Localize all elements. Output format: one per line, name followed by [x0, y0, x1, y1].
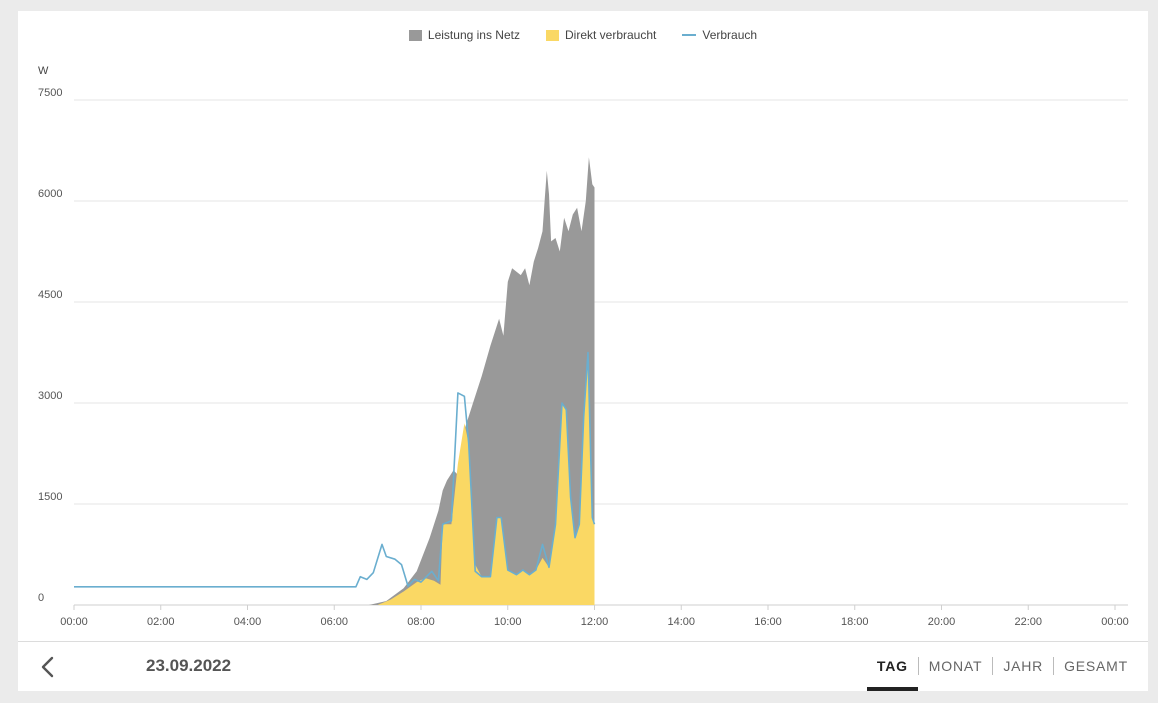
- current-date: 23.09.2022: [146, 656, 232, 675]
- x-tick-label: 04:00: [234, 616, 262, 628]
- previous-day-button[interactable]: [36, 654, 60, 680]
- y-tick-label: 4500: [38, 289, 62, 301]
- legend-swatch-direct: [545, 29, 559, 41]
- tab-divider: [1053, 657, 1055, 675]
- y-tick-label: 6000: [38, 188, 62, 200]
- x-tick-label: 14:00: [667, 616, 695, 628]
- legend-item-consumption[interactable]: Verbrauch: [682, 28, 757, 42]
- y-tick-label: 1500: [38, 491, 62, 503]
- power-chart: 0 1500 3000 4500 6000 7500 00:00 02:00 04:00 06:0…: [38, 87, 1129, 628]
- series-consumption-line: [74, 351, 596, 588]
- date-navigation-bar: 23.09.2022 TAG MONAT JAHR GESAMT: [18, 641, 1148, 692]
- x-tick-label: 06:00: [320, 616, 348, 628]
- x-tick-label: 08:00: [407, 616, 435, 628]
- chart-card: Leistung ins Netz Direkt verbraucht Verb…: [18, 11, 1148, 691]
- tab-divider: [992, 657, 994, 675]
- chevron-left-icon: [41, 656, 54, 678]
- x-tick-label: 18:00: [841, 616, 869, 628]
- tab-total[interactable]: GESAMT: [1064, 658, 1128, 674]
- tab-year[interactable]: JAHR: [1003, 658, 1044, 674]
- period-tabs: TAG MONAT JAHR GESAMT: [866, 657, 1138, 691]
- x-tick-label: 22:00: [1014, 616, 1042, 628]
- legend-label-consumption: Verbrauch: [702, 28, 758, 42]
- legend-swatch-grid-feed: [408, 29, 422, 41]
- tab-month[interactable]: MONAT: [928, 658, 983, 674]
- legend-item-grid-feed[interactable]: Leistung ins Netz: [408, 28, 520, 42]
- tab-day[interactable]: TAG: [866, 658, 918, 691]
- y-axis-unit: W: [38, 65, 49, 77]
- x-tick-label: 02:00: [147, 616, 175, 628]
- x-tick-label: 00:00: [1101, 616, 1129, 628]
- x-tick-label: 10:00: [494, 616, 522, 628]
- y-tick-label: 7500: [38, 87, 62, 99]
- legend-item-direct[interactable]: Direkt verbraucht: [545, 28, 657, 42]
- legend-swatch-consumption: [682, 34, 697, 36]
- chart-legend: Leistung ins Netz Direkt verbraucht Verb…: [18, 28, 1148, 42]
- y-tick-label: 0: [38, 592, 44, 604]
- legend-label-direct: Direkt verbraucht: [564, 28, 657, 42]
- tab-divider: [917, 657, 919, 675]
- y-tick-label: 3000: [38, 390, 62, 402]
- x-tick-label: 00:00: [60, 616, 88, 628]
- legend-label-grid-feed: Leistung ins Netz: [427, 28, 520, 42]
- series-direct-area: [377, 355, 595, 605]
- series-grid-feed-area: [368, 157, 595, 605]
- x-tick-label: 20:00: [928, 616, 956, 628]
- x-tick-label: 12:00: [581, 616, 609, 628]
- x-tick-label: 16:00: [754, 616, 782, 628]
